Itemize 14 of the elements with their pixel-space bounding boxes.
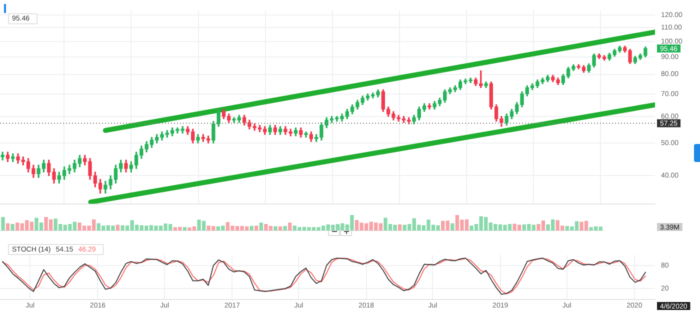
bar: [6, 223, 10, 231]
bar: [10, 224, 14, 231]
bar: [274, 226, 278, 231]
bar: [1, 217, 5, 231]
bar: [278, 226, 282, 231]
bar: [182, 227, 187, 231]
bar: [450, 223, 454, 231]
bar: [250, 226, 254, 231]
bar: [254, 226, 258, 231]
bar: [398, 224, 402, 231]
bar: [283, 226, 287, 231]
bar: [116, 224, 120, 231]
bar: [259, 222, 263, 231]
bar: [288, 222, 292, 231]
